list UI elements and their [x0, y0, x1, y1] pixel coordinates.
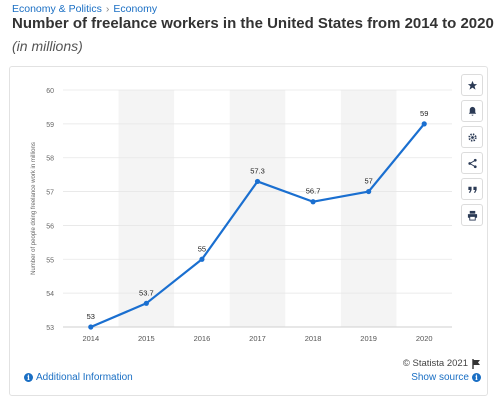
x-tick-label: 2017 — [249, 334, 266, 343]
x-tick-label: 2014 — [82, 334, 99, 343]
x-tick-label: 2018 — [305, 334, 322, 343]
show-source-link[interactable]: Show source i — [411, 372, 481, 383]
star-icon — [467, 80, 477, 90]
notification-button[interactable] — [461, 100, 483, 122]
info-icon: i — [472, 373, 481, 382]
bell-icon — [468, 106, 476, 116]
page-subtitle: (in millions) — [12, 38, 83, 54]
y-tick-label: 54 — [46, 291, 54, 298]
page-title: Number of freelance workers in the Unite… — [12, 15, 494, 32]
x-tick-label: 2016 — [194, 334, 211, 343]
show-source-label: Show source — [411, 372, 469, 383]
y-tick-label: 53 — [46, 325, 54, 332]
data-point — [143, 300, 149, 306]
y-tick-label: 55 — [46, 257, 54, 264]
breadcrumb-separator: › — [105, 3, 110, 15]
cite-button[interactable] — [461, 178, 483, 200]
y-tick-label: 58 — [46, 156, 54, 163]
gear-icon — [467, 132, 477, 142]
breadcrumb: Economy & Politics › Economy — [12, 3, 157, 15]
flag-icon[interactable] — [472, 358, 481, 369]
data-point — [88, 324, 94, 330]
data-label: 53 — [87, 312, 95, 321]
tools-sidebar — [461, 74, 483, 226]
y-axis-label: Number of people doing freelance work in… — [31, 142, 37, 275]
copyright-text: © Statista 2021 — [402, 358, 468, 369]
category-band — [340, 90, 397, 327]
y-tick-label: 56 — [46, 223, 54, 230]
data-label: 53.7 — [139, 288, 154, 297]
data-label: 57 — [364, 177, 372, 186]
print-button[interactable] — [461, 204, 483, 226]
breadcrumb-item-economy-politics[interactable]: Economy & Politics — [12, 3, 102, 15]
data-point — [199, 256, 205, 262]
print-icon — [467, 210, 477, 221]
settings-button[interactable] — [461, 126, 483, 148]
data-point — [254, 178, 261, 185]
share-icon — [467, 158, 477, 168]
favorite-button[interactable] — [461, 74, 483, 96]
data-label: 55 — [198, 244, 206, 253]
share-button[interactable] — [461, 152, 483, 174]
additional-info-link[interactable]: i Additional Information — [24, 372, 133, 383]
x-tick-label: 2019 — [360, 334, 377, 343]
y-tick-label: 57 — [46, 190, 54, 197]
x-tick-label: 2020 — [416, 334, 433, 343]
data-label: 56.7 — [306, 187, 321, 196]
additional-info-label: Additional Information — [36, 372, 133, 383]
data-point — [366, 188, 372, 195]
quote-icon — [467, 186, 477, 193]
y-tick-label: 60 — [46, 88, 54, 95]
data-point — [421, 121, 427, 127]
copyright-notice: © Statista 2021 — [403, 358, 481, 369]
info-icon: i — [24, 373, 33, 382]
data-label: 59 — [420, 109, 428, 118]
x-tick-label: 2015 — [138, 334, 155, 343]
data-point — [310, 199, 316, 205]
y-tick-label: 59 — [46, 122, 54, 129]
data-label: 57.3 — [250, 166, 265, 175]
breadcrumb-item-economy[interactable]: Economy — [113, 3, 158, 15]
